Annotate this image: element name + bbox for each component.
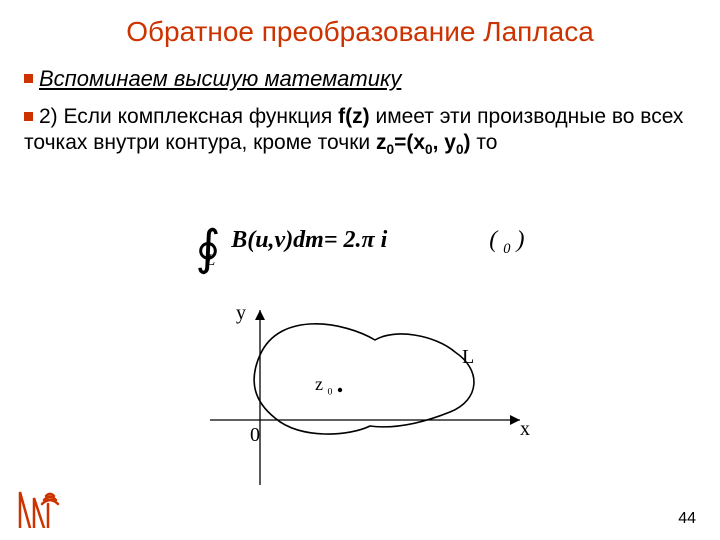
equation: ∮L В(u,v)dm= 2.π i В(u,v)dm= 2.π i ( 0 ) xyxy=(0,220,720,276)
logo xyxy=(16,488,72,528)
body-z0: z0=(x0, y0) xyxy=(376,131,471,154)
slide-number: 44 xyxy=(678,510,696,528)
body-paragraph: 2) Если комплексная функция f(z) имеет э… xyxy=(24,104,696,159)
eq-overlay: В(u,v)dm= 2.π i xyxy=(231,227,387,254)
figure-svg xyxy=(200,300,540,490)
contour-curve xyxy=(254,324,474,434)
subheading: Вспоминаем высшую математику xyxy=(24,66,401,92)
curve-label: L xyxy=(462,346,474,369)
x-axis-arrow xyxy=(510,415,520,425)
body-tail: то xyxy=(471,131,498,154)
origin-label: 0 xyxy=(250,424,260,447)
body-prefix: 2) Если комплексная функция xyxy=(39,105,338,128)
x-label: x xyxy=(520,418,530,441)
y-label: y xyxy=(236,302,246,325)
contour-figure: x y 0 L z 0 xyxy=(200,300,540,490)
eq-rhs-sub: 0 xyxy=(503,241,510,257)
bullet-icon xyxy=(24,74,33,83)
bullet-icon xyxy=(24,112,33,121)
body-fz: f(z) xyxy=(338,105,369,128)
eq-rhs-close: ) xyxy=(517,227,525,253)
subheading-text: Вспоминаем высшую математику xyxy=(39,66,401,91)
point-label: z 0 xyxy=(315,374,332,398)
integral-sub: L xyxy=(207,252,216,269)
slide: Обратное преобразование Лапласа Вспомина… xyxy=(0,0,720,540)
point-z0 xyxy=(338,388,342,392)
slide-title: Обратное преобразование Лапласа xyxy=(0,16,720,48)
eq-rhs-open: ( xyxy=(489,227,497,253)
y-axis-arrow xyxy=(255,310,265,320)
